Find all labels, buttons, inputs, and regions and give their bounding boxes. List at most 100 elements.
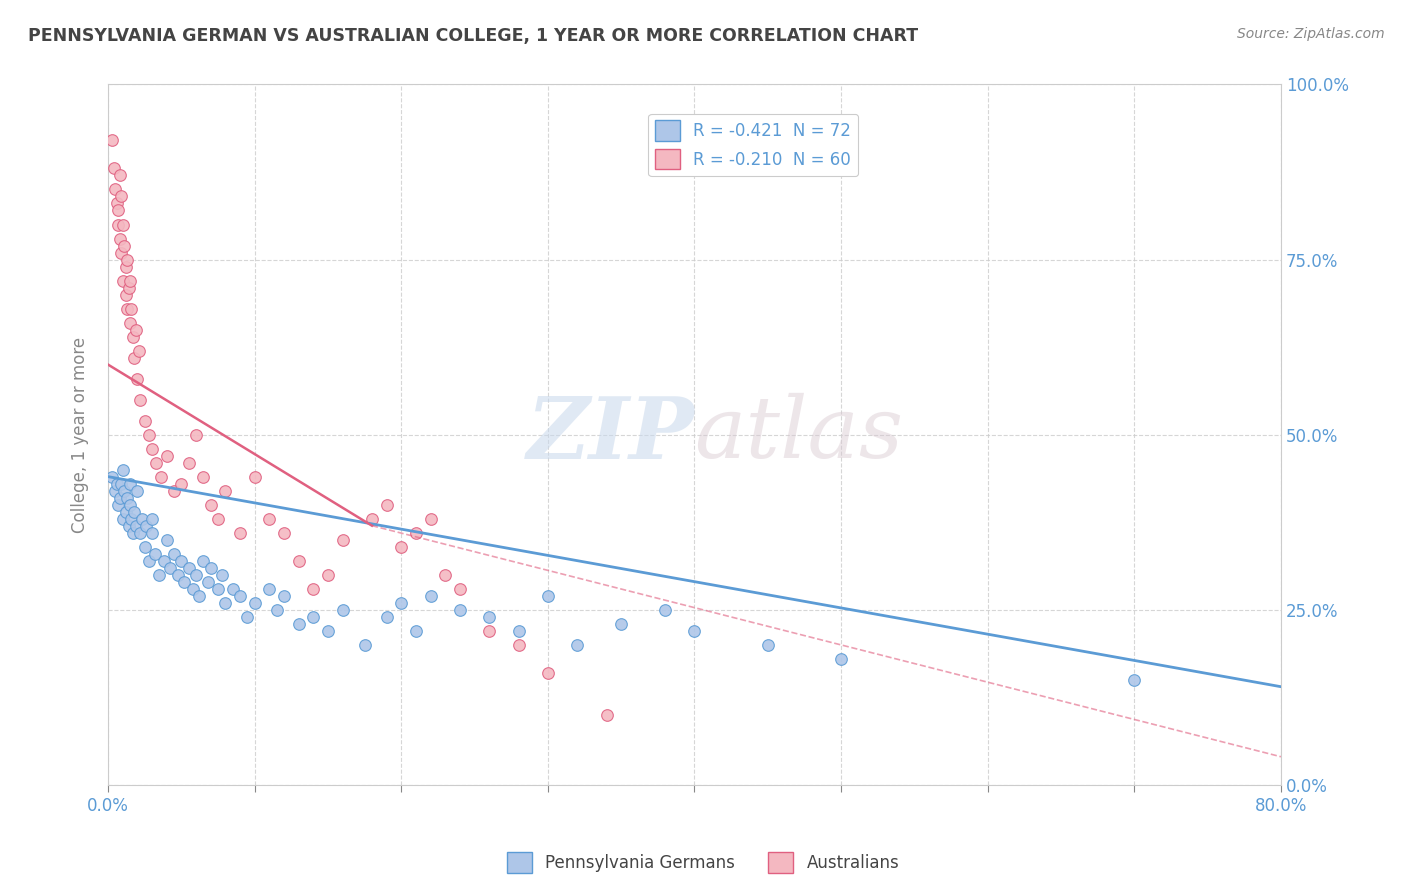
Point [332,602,354,616]
Point [110,189,132,203]
Point [112,483,135,498]
Point [134,540,156,554]
Point [181,582,204,596]
Point [177,456,200,470]
Point [112,238,135,252]
Point [508,624,530,638]
Point [122,525,145,540]
Point [419,589,441,603]
Point [115,491,138,505]
Point [114,505,136,519]
Point [105,196,128,211]
Point [610,616,633,631]
Point [389,596,412,610]
Point [125,518,148,533]
Point [141,442,163,456]
Point [273,589,295,603]
Point [141,511,163,525]
Point [108,169,131,183]
Legend: R = -0.421  N = 72, R = -0.210  N = 60: R = -0.421 N = 72, R = -0.210 N = 60 [648,114,858,176]
Point [104,182,127,196]
Point [159,560,181,574]
Point [1123,673,1146,687]
Point [148,567,170,582]
Point [389,540,412,554]
Point [405,624,427,638]
Point [124,505,146,519]
Point [229,589,252,603]
Point [537,589,560,603]
Point [163,547,186,561]
Point [654,602,676,616]
Point [353,638,375,652]
Point [419,511,441,525]
Point [332,533,354,547]
Point [273,525,295,540]
Point [214,483,236,498]
Point [125,322,148,336]
Point [101,469,124,483]
Point [107,218,129,232]
Point [105,476,128,491]
Text: PENNSYLVANIA GERMAN VS AUSTRALIAN COLLEGE, 1 YEAR OR MORE CORRELATION CHART: PENNSYLVANIA GERMAN VS AUSTRALIAN COLLEG… [28,27,918,45]
Point [478,624,501,638]
Text: ZIP: ZIP [527,392,695,476]
Point [193,469,215,483]
Point [595,707,617,722]
Point [114,287,136,301]
Point [118,476,141,491]
Point [683,624,706,638]
Point [287,554,309,568]
Point [103,161,125,176]
Point [128,343,150,358]
Point [449,602,471,616]
Point [167,567,190,582]
Point [259,511,281,525]
Point [118,273,141,287]
Point [266,602,288,616]
Point [156,449,179,463]
Point [830,651,852,665]
Y-axis label: College, 1 year or more: College, 1 year or more [72,336,89,533]
Text: Source: ZipAtlas.com: Source: ZipAtlas.com [1237,27,1385,41]
Point [129,392,152,407]
Point [117,280,139,294]
Point [508,638,530,652]
Point [567,638,589,652]
Text: atlas: atlas [695,393,904,476]
Point [316,624,339,638]
Point [149,469,172,483]
Point [111,273,134,287]
Point [111,462,134,476]
Point [138,427,160,442]
Point [110,476,132,491]
Point [184,567,207,582]
Point [108,491,131,505]
Point [243,469,266,483]
Point [129,525,152,540]
Point [756,638,779,652]
Point [120,511,142,525]
Point [302,609,325,624]
Legend: Pennsylvania Germans, Australians: Pennsylvania Germans, Australians [501,846,905,880]
Point [117,518,139,533]
Point [131,511,153,525]
Point [243,596,266,610]
Point [143,547,166,561]
Point [104,483,127,498]
Point [184,427,207,442]
Point [115,252,138,267]
Point [111,218,134,232]
Point [361,511,384,525]
Point [375,498,398,512]
Point [141,525,163,540]
Point [177,560,200,574]
Point [478,609,501,624]
Point [127,483,149,498]
Point [200,560,222,574]
Point [316,567,339,582]
Point [173,574,195,589]
Point [211,567,233,582]
Point [375,609,398,624]
Point [107,498,129,512]
